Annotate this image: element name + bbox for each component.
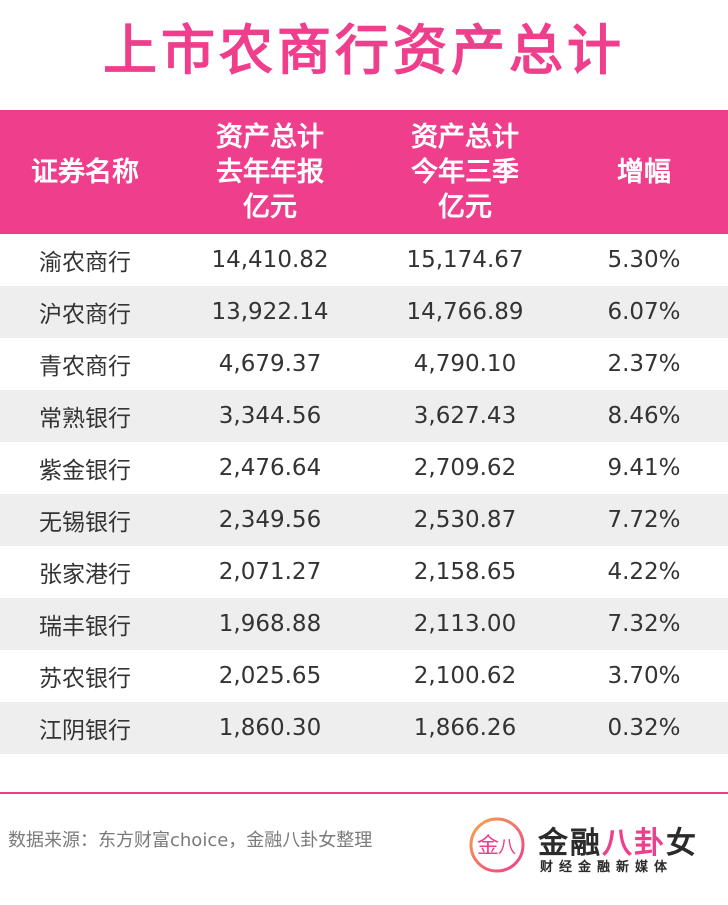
cell-this-q3: 2,709.62: [413, 455, 517, 481]
table-row: 江阴银行 1,860.30 1,866.26 0.32%: [0, 702, 728, 754]
footer-divider: [0, 792, 728, 794]
cell-growth: 7.72%: [607, 507, 681, 533]
cell-this-q3: 3,627.43: [413, 403, 517, 429]
cell-name: 常熟银行: [39, 406, 131, 432]
table-row: 瑞丰银行 1,968.88 2,113.00 7.32%: [0, 598, 728, 650]
cell-this-q3: 15,174.67: [406, 247, 524, 273]
cell-last-year: 14,410.82: [211, 247, 329, 273]
cell-this-q3: 2,113.00: [413, 611, 517, 637]
cell-last-year: 4,679.37: [218, 351, 322, 377]
table-row: 紫金银行 2,476.64 2,709.62 9.41%: [0, 442, 728, 494]
cell-last-year: 2,349.56: [218, 507, 322, 533]
table-row: 青农商行 4,679.37 4,790.10 2.37%: [0, 338, 728, 390]
cell-this-q3: 2,530.87: [413, 507, 517, 533]
cell-name: 瑞丰银行: [39, 614, 131, 640]
cell-growth: 4.22%: [607, 559, 681, 585]
cell-name: 苏农银行: [39, 666, 131, 692]
cell-growth: 3.70%: [607, 663, 681, 689]
cell-name: 沪农商行: [39, 302, 131, 328]
cell-this-q3: 14,766.89: [406, 299, 524, 325]
cell-last-year: 2,476.64: [218, 455, 322, 481]
table-row: 苏农银行 2,025.65 2,100.62 3.70%: [0, 650, 728, 702]
cell-growth: 7.32%: [607, 611, 681, 637]
cell-this-q3: 2,100.62: [413, 663, 517, 689]
cell-name: 紫金银行: [39, 458, 131, 484]
table-row: 渝农商行 14,410.82 15,174.67 5.30%: [0, 234, 728, 286]
cell-growth: 9.41%: [607, 455, 681, 481]
cell-last-year: 3,344.56: [218, 403, 322, 429]
cell-name: 青农商行: [39, 354, 131, 380]
cell-this-q3: 4,790.10: [413, 351, 517, 377]
cell-name: 江阴银行: [39, 718, 131, 744]
brand-name: 金融八卦女: [538, 826, 698, 861]
data-source-note: 数据来源：东方财富choice，金融八卦女整理: [8, 830, 373, 851]
cell-growth: 0.32%: [607, 715, 681, 741]
cell-last-year: 1,860.30: [218, 715, 322, 741]
table-row: 无锡银行 2,349.56 2,530.87 7.72%: [0, 494, 728, 546]
cell-growth: 8.46%: [607, 403, 681, 429]
brand-logo-icon: 金 八: [469, 817, 525, 873]
cell-growth: 2.37%: [607, 351, 681, 377]
cell-name: 张家港行: [39, 562, 131, 588]
cell-this-q3: 2,158.65: [413, 559, 517, 585]
table-row: 张家港行 2,071.27 2,158.65 4.22%: [0, 546, 728, 598]
header-last-year-assets: 资产总计 去年年报 亿元: [216, 121, 324, 223]
cell-this-q3: 1,866.26: [413, 715, 517, 741]
table-header: 证券名称 资产总计 去年年报 亿元 资产总计 今年三季 亿元 增幅: [0, 110, 728, 234]
cell-last-year: 2,025.65: [218, 663, 322, 689]
cell-last-year: 1,968.88: [218, 611, 322, 637]
header-security-name: 证券名称: [31, 156, 139, 188]
table-row: 常熟银行 3,344.56 3,627.43 8.46%: [0, 390, 728, 442]
cell-last-year: 2,071.27: [218, 559, 322, 585]
logo-glyph-jin: 金: [477, 834, 499, 859]
cell-last-year: 13,922.14: [211, 299, 329, 325]
cell-name: 无锡银行: [39, 510, 131, 536]
table-row: 沪农商行 13,922.14 14,766.89 6.07%: [0, 286, 728, 338]
cell-name: 渝农商行: [39, 250, 131, 276]
brand-logo-block: 金 八 金融八卦女 财经金融新媒体: [468, 816, 708, 876]
brand-subtitle: 财经金融新媒体: [540, 860, 674, 875]
header-growth: 增幅: [617, 156, 671, 188]
cell-growth: 6.07%: [607, 299, 681, 325]
logo-glyph-ba: 八: [498, 837, 516, 858]
page-title: 上市农商行资产总计: [103, 19, 625, 82]
asset-table: 证券名称 资产总计 去年年报 亿元 资产总计 今年三季 亿元 增幅 渝农商行 1…: [0, 110, 728, 754]
cell-growth: 5.30%: [607, 247, 681, 273]
header-this-q3-assets: 资产总计 今年三季 亿元: [411, 121, 519, 223]
